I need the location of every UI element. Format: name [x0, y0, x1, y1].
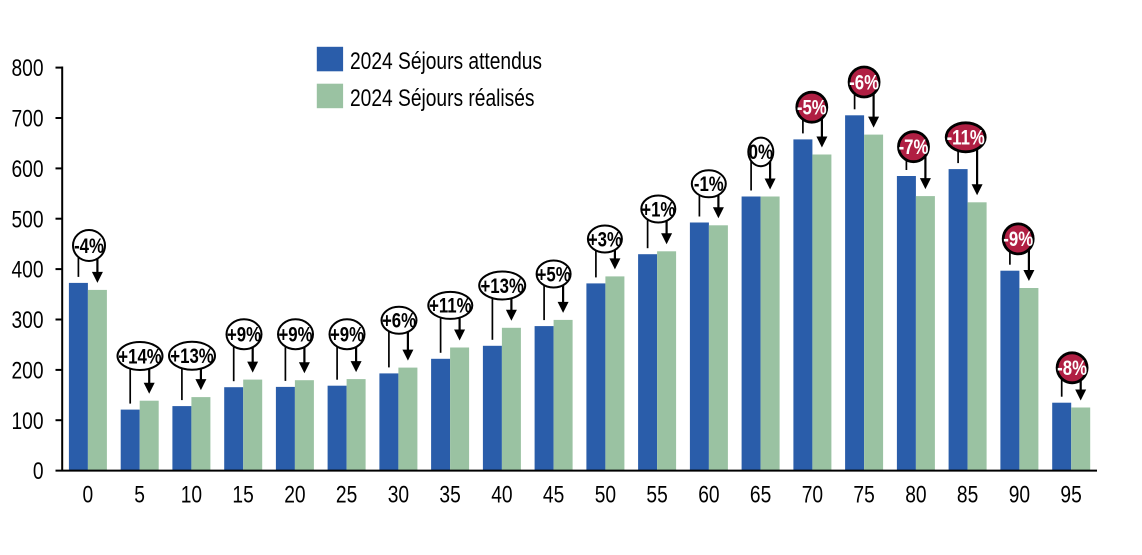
svg-text:-5%: -5% [797, 97, 827, 120]
svg-text:+3%: +3% [588, 229, 622, 252]
svg-text:+1%: +1% [641, 199, 675, 222]
svg-text:15: 15 [232, 480, 253, 508]
svg-text:95: 95 [1060, 480, 1081, 508]
svg-text:200: 200 [11, 356, 43, 384]
svg-text:-9%: -9% [1003, 229, 1033, 252]
svg-text:0: 0 [83, 480, 94, 508]
svg-text:40: 40 [491, 480, 512, 508]
svg-text:65: 65 [750, 480, 771, 508]
svg-text:+13%: +13% [481, 275, 524, 298]
svg-text:500: 500 [11, 205, 43, 233]
svg-text:35: 35 [439, 480, 460, 508]
svg-text:300: 300 [11, 306, 43, 334]
svg-text:+14%: +14% [118, 346, 161, 369]
svg-text:2024 Séjours attendus: 2024 Séjours attendus [350, 47, 542, 75]
svg-text:5: 5 [134, 480, 145, 508]
svg-text:-1%: -1% [694, 173, 724, 196]
svg-text:700: 700 [11, 105, 43, 133]
svg-text:+9%: +9% [330, 324, 364, 347]
svg-text:100: 100 [11, 407, 43, 435]
svg-text:0: 0 [33, 457, 44, 485]
svg-text:+9%: +9% [278, 324, 312, 347]
svg-text:30: 30 [388, 480, 409, 508]
svg-text:20: 20 [284, 480, 305, 508]
svg-text:+5%: +5% [537, 264, 571, 287]
svg-text:45: 45 [543, 480, 564, 508]
svg-text:-7%: -7% [899, 136, 929, 159]
svg-text:75: 75 [853, 480, 874, 508]
svg-text:55: 55 [646, 480, 667, 508]
svg-text:400: 400 [11, 256, 43, 284]
svg-text:70: 70 [802, 480, 823, 508]
svg-text:0%: 0% [749, 142, 773, 165]
svg-text:80: 80 [905, 480, 926, 508]
svg-text:25: 25 [336, 480, 357, 508]
svg-text:50: 50 [595, 480, 616, 508]
svg-text:85: 85 [957, 480, 978, 508]
svg-text:60: 60 [698, 480, 719, 508]
svg-text:2024 Séjours réalisés: 2024 Séjours réalisés [350, 84, 535, 112]
svg-text:-11%: -11% [947, 127, 985, 150]
svg-text:+13%: +13% [170, 345, 213, 368]
svg-text:+6%: +6% [382, 310, 416, 333]
svg-text:800: 800 [11, 54, 43, 82]
svg-text:10: 10 [181, 480, 202, 508]
svg-text:+9%: +9% [227, 324, 261, 347]
svg-text:-8%: -8% [1057, 357, 1087, 380]
svg-text:90: 90 [1009, 480, 1030, 508]
svg-text:+11%: +11% [429, 295, 472, 318]
svg-text:600: 600 [11, 155, 43, 183]
svg-text:-4%: -4% [74, 235, 104, 258]
svg-text:-6%: -6% [849, 72, 879, 95]
